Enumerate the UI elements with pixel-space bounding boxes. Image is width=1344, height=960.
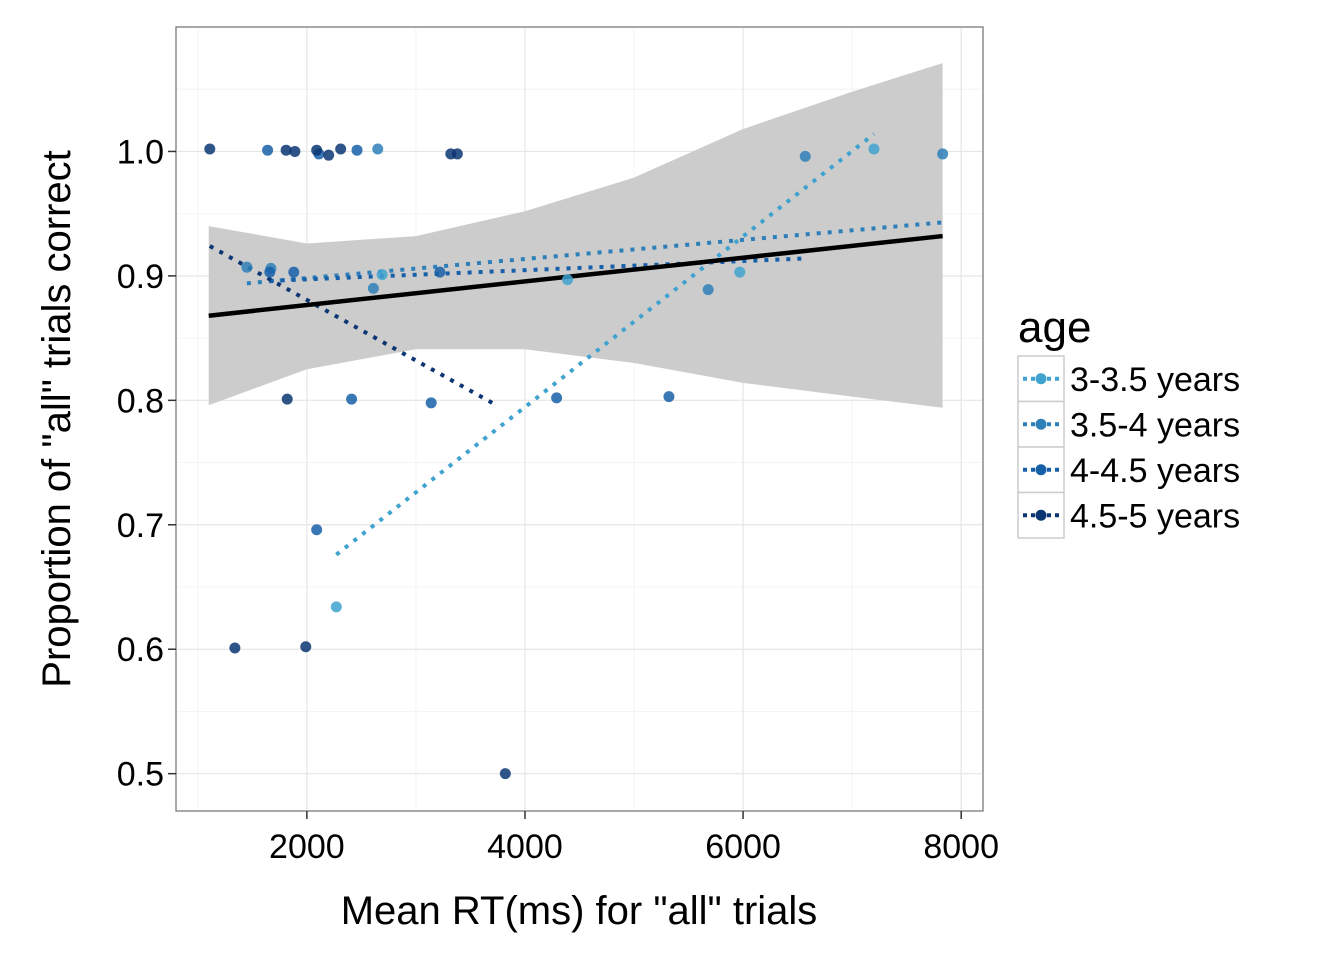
data-point xyxy=(229,642,241,654)
legend-items: 3-3.5 years 3.5-4 years 4-4.5 years 4.5-5 y… xyxy=(1017,355,1240,539)
legend-title: age xyxy=(1018,303,1091,352)
series-fit-line xyxy=(335,132,876,557)
y-tick-label: 1.0 xyxy=(117,133,164,171)
legend-key-point xyxy=(1035,509,1047,521)
data-point xyxy=(311,524,323,536)
data-point xyxy=(264,266,276,278)
data-point xyxy=(702,284,714,296)
data-point xyxy=(868,143,880,155)
data-point xyxy=(937,148,949,160)
y-tick-label: 0.8 xyxy=(117,382,164,420)
legend-label: 3-3.5 years xyxy=(1070,361,1240,399)
legend-label: 3.5-4 years xyxy=(1070,406,1240,444)
data-point xyxy=(425,397,437,409)
data-point xyxy=(335,143,347,155)
x-tick-label: 2000 xyxy=(269,828,345,866)
x-axis-title: Mean RT(ms) for "all" trials xyxy=(341,889,818,933)
data-point xyxy=(562,274,574,286)
data-point xyxy=(799,150,811,162)
y-tick-label: 0.7 xyxy=(117,507,164,545)
data-point xyxy=(367,282,379,294)
overall-fit-path xyxy=(208,233,943,318)
legend-label: 4-4.5 years xyxy=(1070,452,1240,490)
plot-border xyxy=(175,26,984,812)
data-point xyxy=(280,144,292,156)
data-point xyxy=(451,148,463,160)
data-point xyxy=(300,641,312,653)
data-point xyxy=(551,392,563,404)
data-point xyxy=(330,601,342,613)
series-fit-line xyxy=(269,256,806,283)
data-point xyxy=(323,149,335,161)
data-points xyxy=(204,143,949,780)
data-point xyxy=(241,261,253,273)
confidence-band-area xyxy=(208,63,943,408)
legend: age 3-3.5 years 3.5-4 years 4-4.5 years 4.5… xyxy=(1017,303,1240,539)
data-point xyxy=(376,269,388,281)
legend-label: 4.5-5 years xyxy=(1070,497,1240,535)
data-point xyxy=(499,768,511,780)
x-tick-label: 6000 xyxy=(705,828,781,866)
legend-key-point xyxy=(1035,464,1047,476)
data-point xyxy=(434,266,446,278)
data-point xyxy=(351,144,363,156)
data-point xyxy=(204,143,216,155)
x-axis: 2000 4000 6000 8000 xyxy=(269,811,999,866)
y-tick-label: 0.9 xyxy=(117,258,164,296)
legend-key-point xyxy=(1035,418,1047,430)
y-axis-title: Proportion of "all" trials correct xyxy=(35,150,79,687)
x-tick-label: 8000 xyxy=(923,828,999,866)
x-tick-label: 4000 xyxy=(487,828,563,866)
series-fit-lines xyxy=(208,132,943,557)
y-tick-label: 0.6 xyxy=(117,631,164,669)
data-point xyxy=(372,143,384,155)
data-point xyxy=(311,144,323,156)
data-point xyxy=(346,393,358,405)
data-point xyxy=(281,393,293,405)
data-point xyxy=(663,391,675,403)
data-point xyxy=(262,144,274,156)
y-axis: 0.5 0.6 0.7 0.8 0.9 1.0 xyxy=(117,133,176,794)
confidence-band xyxy=(208,63,943,408)
data-point xyxy=(289,145,301,157)
data-point xyxy=(734,266,746,278)
y-tick-label: 0.5 xyxy=(117,756,164,794)
overall-fit-line xyxy=(208,233,943,318)
data-point xyxy=(288,266,300,278)
legend-key-point xyxy=(1035,373,1047,385)
